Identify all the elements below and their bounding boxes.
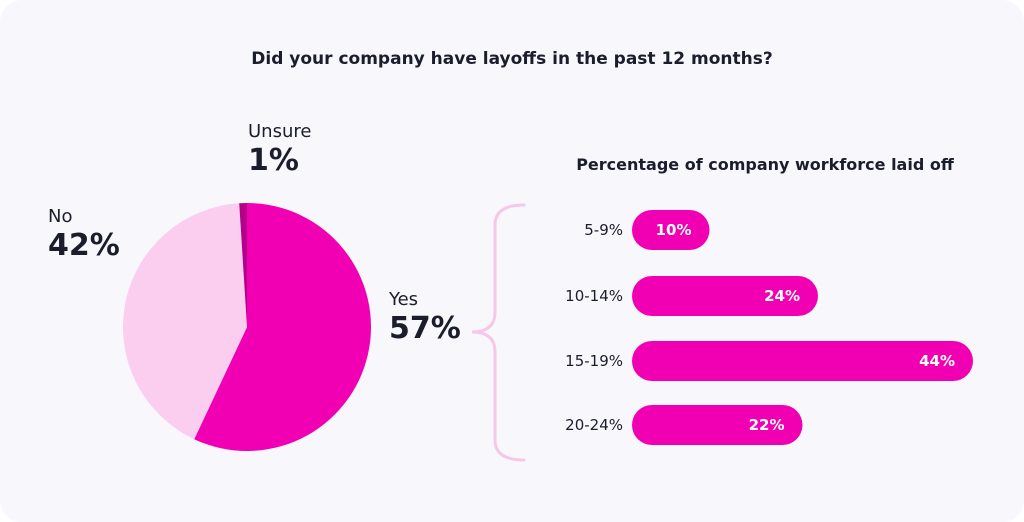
pie-chart-title: Did your company have layoffs in the pas… (251, 49, 773, 69)
bar-4 (632, 405, 803, 445)
bar-category-label: 20-24% (565, 416, 623, 434)
slice-name-yes: Yes (389, 289, 419, 310)
bar-1 (632, 210, 710, 250)
pie-slice-unsure (239, 203, 247, 327)
slice-value-unsure: 1% (248, 143, 299, 178)
slice-name-no: No (48, 206, 73, 227)
pie-slice-no (123, 203, 247, 440)
bar-category-label: 15-19% (565, 352, 623, 370)
bar-value-label: 44% (919, 352, 955, 370)
bar-value-label: 22% (749, 416, 785, 434)
pie-chart (123, 203, 371, 451)
bar-value-label: 10% (656, 221, 692, 239)
bar-category-label: 10-14% (565, 287, 623, 305)
slice-value-no: 42% (48, 228, 120, 263)
bar-3 (632, 341, 973, 381)
bar-value-label: 24% (764, 287, 800, 305)
slice-value-yes: 57% (389, 311, 461, 346)
bar-2 (632, 276, 818, 316)
slice-label-no: No 42% (48, 206, 120, 264)
bar-chart: 5-9% 10% 10-14% 24% 15-19% 44% 20-24% 22% (565, 210, 973, 445)
slice-label-yes: Yes 57% (389, 289, 461, 347)
bar-chart-title: Percentage of company workforce laid off (576, 155, 954, 174)
slice-label-unsure: Unsure 1% (248, 121, 311, 179)
bar-category-label: 5-9% (584, 221, 623, 239)
bracket-connector (471, 203, 526, 462)
slice-name-unsure: Unsure (248, 121, 312, 142)
pie-slice-yes (194, 203, 371, 451)
